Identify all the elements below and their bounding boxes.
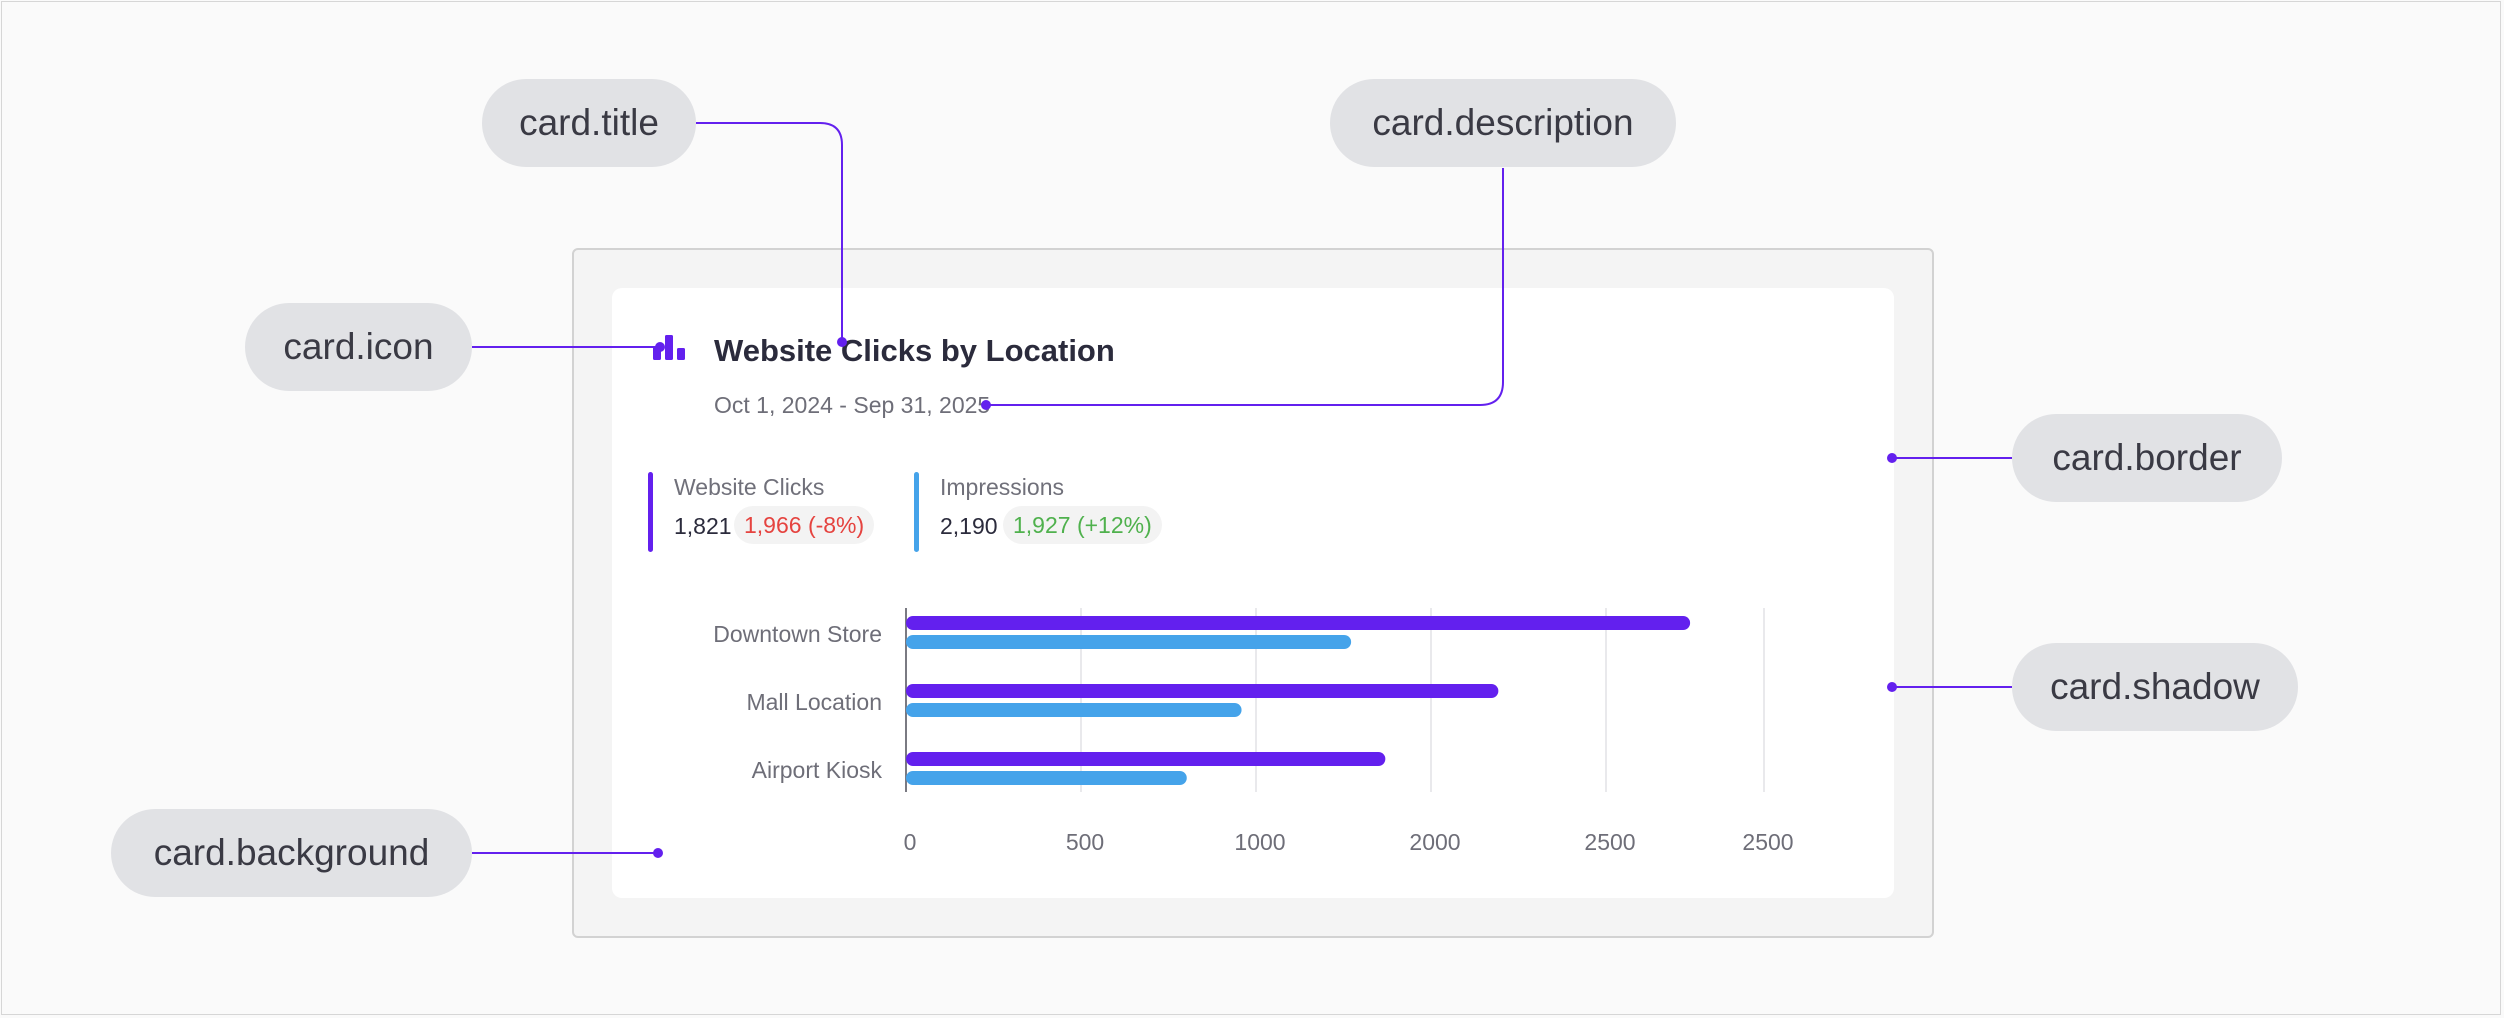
category-label: Downtown Store bbox=[713, 621, 882, 647]
metric-label: Impressions bbox=[940, 474, 1064, 500]
annotation-card-description: card.description bbox=[1330, 79, 1676, 167]
x-tick-label: 1000 bbox=[1234, 829, 1285, 855]
metric-value: 1,821 bbox=[674, 513, 732, 539]
series-indicator bbox=[648, 472, 653, 552]
series-indicator bbox=[914, 472, 919, 552]
category-label: Airport Kiosk bbox=[752, 757, 883, 783]
annotation-card-background: card.background bbox=[111, 809, 472, 897]
annotation-card-shadow: card.shadow bbox=[2012, 643, 2298, 731]
bar-website-clicks bbox=[906, 752, 1386, 766]
card-description: Oct 1, 2024 - Sep 31, 2025 bbox=[714, 392, 991, 418]
bar-impressions bbox=[906, 635, 1352, 649]
metric-label: Website Clicks bbox=[674, 474, 825, 500]
card-title: Website Clicks by Location bbox=[714, 333, 1115, 368]
bar-chart-icon bbox=[653, 335, 685, 360]
annotation-card-border: card.border bbox=[2012, 414, 2282, 502]
bar-impressions bbox=[906, 703, 1242, 717]
bar-impressions bbox=[906, 771, 1187, 785]
bar-website-clicks bbox=[906, 616, 1691, 630]
x-tick-label: 2500 bbox=[1742, 829, 1793, 855]
x-tick-label: 2500 bbox=[1584, 829, 1635, 855]
x-tick-label: 500 bbox=[1066, 829, 1104, 855]
category-label: Mall Location bbox=[746, 689, 882, 715]
metric-value: 2,190 bbox=[940, 513, 998, 539]
bar-website-clicks bbox=[906, 684, 1499, 698]
metric-change-badge: 1,927 (+12%) bbox=[1003, 506, 1162, 544]
x-tick-label: 2000 bbox=[1409, 829, 1460, 855]
annotation-card-title: card.title bbox=[482, 79, 696, 167]
annotation-card-icon: card.icon bbox=[245, 303, 472, 391]
x-tick-label: 0 bbox=[904, 829, 917, 855]
metric-change-badge: 1,966 (-8%) bbox=[734, 506, 875, 544]
bar-chart: 0 500 1000 2000 2500 2500 Downtown Store Mall L… bbox=[713, 608, 1794, 855]
